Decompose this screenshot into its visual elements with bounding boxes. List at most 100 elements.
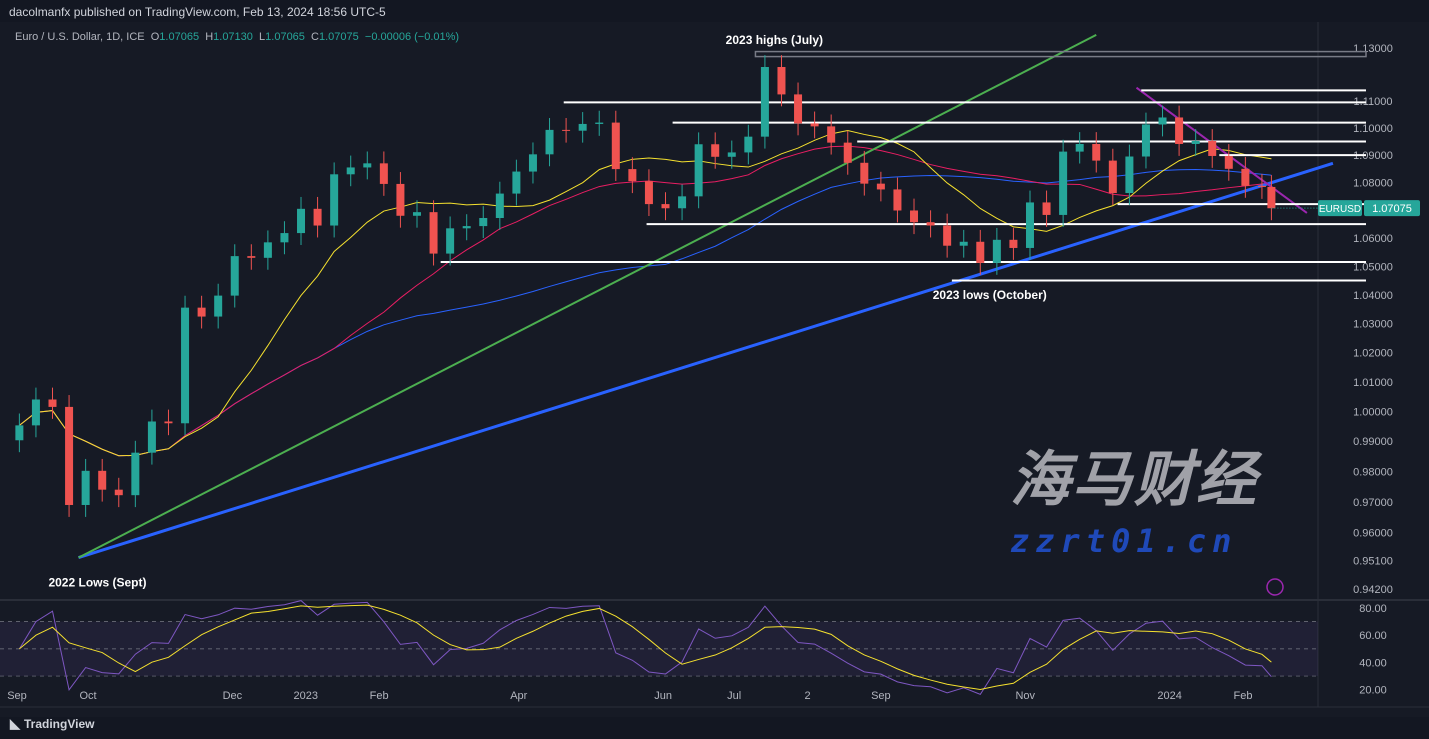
candle [777,67,786,95]
candle [744,136,753,153]
candle [959,241,968,246]
x-tick-label: 2 [804,690,810,702]
candle [81,470,90,505]
candle [495,193,504,218]
chart-annotation: 2022 Lows (Sept) [48,576,146,590]
candle [297,208,306,234]
y-tick-label: 1.01000 [1353,377,1393,389]
candle [694,144,703,197]
y-tick-label: 1.08000 [1353,178,1393,190]
candle [164,421,173,424]
y-tick-label: 1.05000 [1353,261,1393,273]
rsi-tick-label: 80.00 [1359,603,1387,615]
candle [578,123,587,131]
x-tick-label: 2024 [1157,690,1181,702]
close-value: 1.07075 [319,31,359,43]
chart-background [0,22,1429,717]
alert-lightning-icon [1266,578,1284,596]
candle [1208,140,1217,156]
candle [31,399,40,426]
candle [1241,168,1250,186]
y-tick-label: 0.94200 [1353,584,1393,596]
y-tick-label: 1.11000 [1354,96,1393,108]
x-tick-label: Jul [727,690,741,702]
y-tick-label: 0.97000 [1353,497,1393,509]
candle [280,233,289,243]
x-tick-label: Feb [1234,690,1253,702]
low-value: 1.07065 [265,31,305,43]
trendline [1135,86,1308,214]
candle [1158,117,1167,125]
candle [1125,156,1134,194]
candle [247,256,256,258]
close-label: C [311,31,319,43]
candle [910,210,919,223]
candle [363,163,372,168]
tradingview-icon: ◣ [10,716,20,731]
chart-annotation: 2023 highs (July) [726,33,823,47]
candle [760,67,769,137]
rsi-line [18,600,1272,695]
change-value: −0.00006 (−0.01%) [364,31,460,43]
ma-50-line [19,130,1272,457]
candle [1025,202,1034,248]
y-tick-label: 1.13000 [1353,43,1393,55]
low-label: L [259,31,266,43]
candle [114,489,123,496]
candle [346,167,355,175]
candle [727,152,736,157]
x-tick-label: Nov [1015,690,1035,702]
candle [976,241,985,263]
candle [48,399,57,407]
price-tag-symbol-bg [1318,200,1362,217]
price-tag-value: 1.07075 [1372,203,1412,215]
high-label: H [205,31,214,43]
price-tag-value-bg [1364,200,1420,217]
candle [98,470,107,490]
candle [1075,143,1084,152]
candle [595,122,604,124]
tradingview-logo[interactable]: ◣ TradingView [10,716,94,732]
x-tick-label: Feb [370,690,389,702]
candle [330,174,339,226]
symbol-label: Euro / U.S. Dollar, 1D, ICE [15,31,145,43]
candle [313,208,322,226]
y-tick-label: 1.04000 [1353,290,1393,302]
candle [263,242,272,258]
candle [147,421,156,453]
candle [230,256,239,296]
candle [827,126,836,143]
candle [379,163,388,184]
candle [644,181,653,205]
candle [429,212,438,254]
open-label: O [150,31,160,43]
x-tick-label: Sep [871,690,891,702]
brand-label: TradingView [24,717,95,731]
candle [181,307,190,424]
candle [1141,124,1150,157]
watermark-url: zzrt01.cn [1010,522,1238,560]
candle [1191,140,1200,144]
candle [876,183,885,190]
candle [412,212,421,216]
candle [1175,117,1184,144]
candle [860,162,869,184]
candle [943,225,952,246]
candle [197,307,206,317]
publisher-header: dacolmanfx published on TradingView.com,… [9,5,386,19]
y-tick-label: 1.03000 [1353,318,1393,330]
candle [794,94,803,124]
candle [446,228,455,254]
x-tick-label: Oct [79,690,96,702]
candle [545,129,554,155]
rsi-tick-label: 20.00 [1359,685,1387,697]
rsi-tick-label: 60.00 [1359,630,1387,642]
candle [462,226,471,229]
candle [396,183,405,216]
y-tick-label: 0.99000 [1353,436,1393,448]
candle [562,129,571,131]
watermark-text: 海马财经 [1010,445,1258,515]
y-tick-label: 0.98000 [1353,466,1393,478]
candle [711,144,720,157]
